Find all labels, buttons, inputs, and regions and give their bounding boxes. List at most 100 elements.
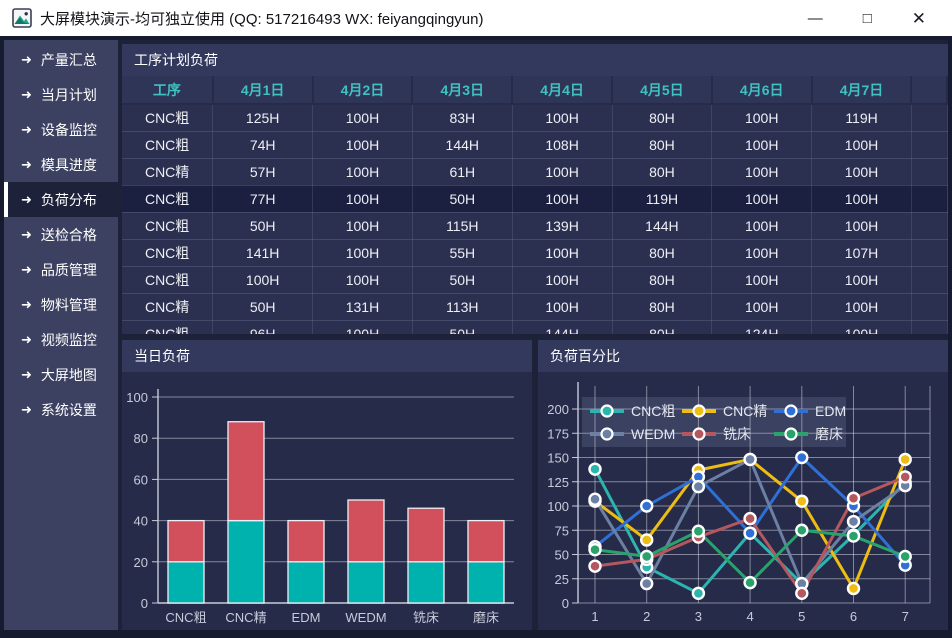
bar-segment [467,519,505,563]
sidebar-item-label: 大屏地图 [40,366,97,383]
bar-segment [467,561,505,604]
y-axis-label: 100 [126,390,148,405]
table-cell: 55H [412,239,513,267]
table-cell: 100H [312,131,413,159]
data-point [743,526,757,540]
sidebar-item-6[interactable]: ➜ 送检合格 [4,217,118,252]
table-cell: CNC粗 [122,131,214,159]
column-header: 4月3日 [412,76,514,105]
x-axis-category-label: WEDM [345,610,386,625]
bar-chart-canvas: 0 20 40 60 80 100 CNC粗 CNC精 EDM WEDM 铣床 磨床 [126,389,514,625]
table-row[interactable]: CNC粗 50H 100H 115H 139H 144H 100H 100H [122,212,948,240]
column-header: 4月2日 [312,76,414,105]
table-row[interactable]: CNC粗 125H 100H 83H 100H 80H 100H 119H [122,104,948,132]
table-cell: 139H [512,212,613,240]
sidebar-item-8[interactable]: ➜ 物料管理 [4,287,118,322]
app-icon [12,8,32,28]
data-point [743,511,757,526]
table-cell: 100H [811,293,912,321]
table-cell: 100H [312,104,413,132]
table-cell: 107H [811,239,912,267]
arrow-icon: ➜ [21,261,32,277]
data-point [588,492,602,506]
column-header: 4月6日 [711,76,813,105]
table-cell: 100H [711,131,813,159]
minimize-button[interactable]: — [807,9,823,27]
bar-segment [227,519,265,604]
data-point [588,542,602,557]
data-point [846,514,861,529]
bar-segment [347,499,385,563]
table-cell: 74H [212,131,314,159]
table-cell: 100H [512,293,613,321]
process-load-table: 工序 4月1日 4月2日 4月3日 4月4日 4月5日 4月6日 4月7日 CNC粗 125H 1… [122,76,948,334]
table-cell: 100H [711,104,813,132]
y-axis-label: 60 [134,472,148,487]
table-cell: 131H [312,293,413,321]
table-cell: 50H [412,320,513,334]
legend-marker [600,404,614,418]
x-axis-category-label: 磨床 [473,610,499,625]
table-cell: 100H [212,266,314,294]
arrow-icon: ➜ [21,121,32,137]
sidebar-item-7[interactable]: ➜ 品质管理 [4,252,118,287]
x-axis-label: 2 [643,609,650,624]
table-cell: 144H [512,320,613,334]
table-row[interactable]: CNC粗 100H 100H 50H 100H 80H 100H 100H [122,266,948,294]
sidebar-item-label: 产量汇总 [40,51,97,68]
sidebar-item-label: 品质管理 [40,261,97,278]
sidebar-item-1[interactable]: ➜ 产量汇总 [4,42,118,77]
legend-label: WEDM [631,426,675,442]
data-point [639,549,654,564]
arrow-icon: ➜ [21,51,32,67]
legend-label: 铣床 [723,426,751,442]
data-point [743,452,757,467]
table-cell: 100H [811,158,912,186]
data-point [743,575,757,590]
data-point [846,529,861,543]
table-row[interactable]: CNC精 57H 100H 61H 100H 80H 100H 100H [122,158,948,186]
legend-marker [784,404,798,418]
legend-label: CNC精 [723,403,767,419]
table-cell: 113H [412,293,513,321]
table-row[interactable]: CNC粗 96H 100H 50H 144H 80H 124H 100H [122,320,948,334]
y-axis-label: 175 [547,426,569,441]
sidebar-item-2[interactable]: ➜ 当月计划 [4,77,118,112]
table-cell: CNC粗 [122,239,214,267]
sidebar-item-11[interactable]: ➜ 系统设置 [4,392,118,427]
table-row[interactable]: CNC粗 74H 100H 144H 108H 80H 100H 100H [122,131,948,159]
arrow-icon: ➜ [21,296,32,312]
sidebar-menu: ➜ 产量汇总 ➜ 当月计划 ➜ 设备监控 ➜ 模具进度 ➜ 负荷分布 ➜ 送检合格 ➜ 品质管理 ➜ 物料管理… [4,40,118,630]
close-button[interactable]: ✕ [911,8,926,28]
table-cell: 100H [811,185,912,213]
table-cell: 100H [711,158,813,186]
sidebar-item-3[interactable]: ➜ 设备监控 [4,112,118,147]
data-point [691,524,706,538]
table-cell: 50H [412,185,513,213]
table-cell: 57H [212,158,314,186]
table-cell: 100H [312,212,413,240]
table-row[interactable]: CNC粗 141H 100H 55H 100H 80H 100H 107H [122,239,948,267]
data-point [898,470,912,484]
data-point [588,462,602,476]
column-header: 4月1日 [212,76,314,105]
sidebar-item-10[interactable]: ➜ 大屏地图 [4,357,118,392]
panel-load-percent: 负荷百分比 0 25 50 75 100 125 150 175 200 1 2 3 4 5 6 7 CNC粗 C… [538,340,948,630]
sidebar-item-5[interactable]: ➜ 负荷分布 [4,182,118,217]
table-cell: 100H [512,239,613,267]
arrow-icon: ➜ [21,226,32,242]
sidebar-item-4[interactable]: ➜ 模具进度 [4,147,118,182]
table-cell: 80H [612,131,713,159]
main-content: 工序计划负荷 工序 4月1日 4月2日 4月3日 4月4日 4月5日 4月6日 4月7日 CN… [118,40,948,630]
data-point [588,559,602,573]
table-cell: 100H [512,185,613,213]
maximize-button[interactable]: □ [862,9,872,27]
sidebar-item-9[interactable]: ➜ 视频监控 [4,322,118,357]
table-row[interactable]: CNC粗 77H 100H 50H 100H 119H 100H 100H [122,185,948,213]
table-cell: 100H [512,266,613,294]
y-axis-label: 200 [547,402,569,417]
table-row[interactable]: CNC精 50H 131H 113H 100H 80H 100H 100H [122,293,948,321]
sidebar-item-label: 物料管理 [40,296,97,313]
table-cell: 50H [412,266,513,294]
table-cell: 80H [612,104,713,132]
